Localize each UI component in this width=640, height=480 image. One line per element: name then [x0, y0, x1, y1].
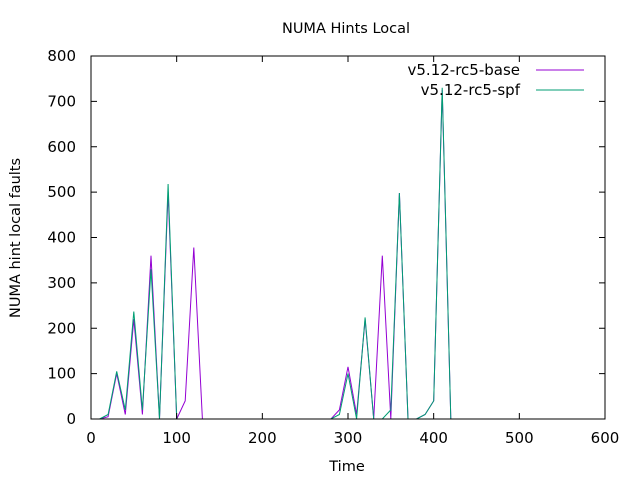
- y-tick-label: 700: [47, 92, 76, 110]
- y-tick-label: 100: [47, 365, 76, 383]
- y-tick-label: 300: [47, 274, 76, 292]
- y-tick-label: 500: [47, 183, 76, 201]
- x-tick-label: 500: [505, 429, 534, 447]
- series-line-0: [99, 89, 452, 420]
- x-tick-label: 600: [591, 429, 620, 447]
- x-tick-label: 400: [419, 429, 448, 447]
- plot-area: [99, 87, 452, 420]
- legend: v5.12-rc5-base v5.12-rc5-spf: [408, 61, 584, 99]
- y-axis-label: NUMA hint local faults: [8, 158, 24, 318]
- x-tick-label: 300: [334, 429, 363, 447]
- chart-title: NUMA Hints Local: [282, 21, 410, 37]
- y-tick-label: 400: [47, 229, 76, 247]
- x-axis-label: Time: [328, 459, 365, 475]
- legend-label: v5.12-rc5-spf: [421, 81, 521, 99]
- x-tick-label: 100: [162, 429, 191, 447]
- plot-frame: [90, 55, 606, 420]
- series-line-1: [99, 87, 452, 420]
- y-tick-label: 800: [47, 47, 76, 65]
- x-tick-label: 200: [248, 429, 277, 447]
- x-tick-label: 0: [86, 429, 96, 447]
- axis-ticks: 0 100 200 300 400 500 600 0 100 200 300 400 500 600 70…: [47, 47, 619, 447]
- y-tick-label: 600: [47, 138, 76, 156]
- y-tick-label: 200: [47, 319, 76, 337]
- legend-label: v5.12-rc5-base: [408, 61, 521, 79]
- y-tick-label: 0: [66, 410, 76, 428]
